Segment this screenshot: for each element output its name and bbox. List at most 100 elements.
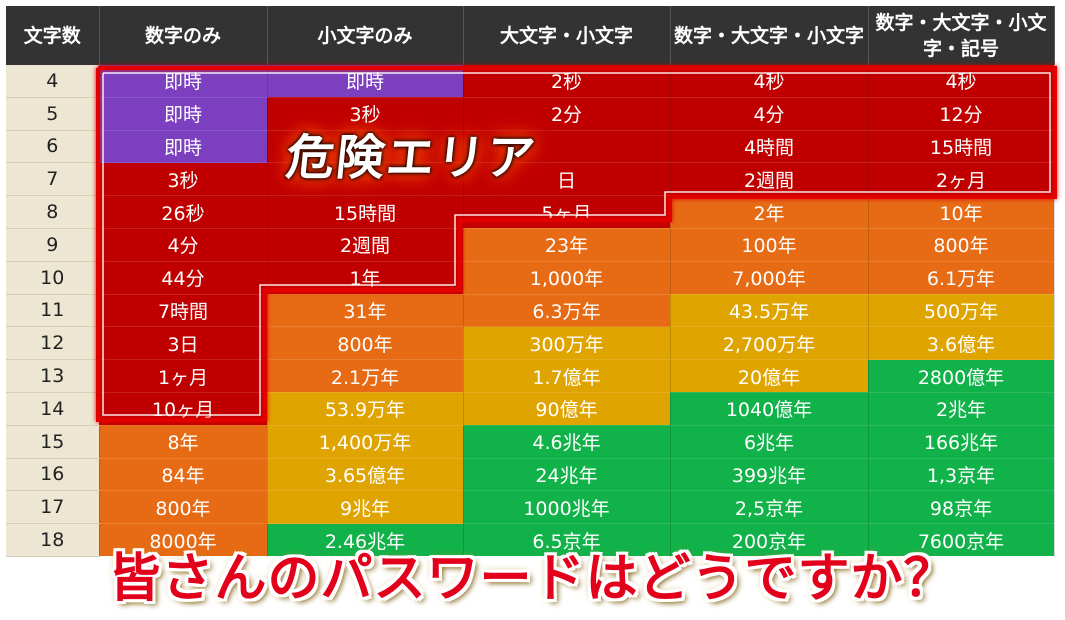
crack-time-cell: 100年 [670, 228, 869, 262]
crack-time-cell: 3秒 [99, 162, 268, 197]
crack-time-cell: 2,5京年 [670, 490, 869, 525]
header-digits-only: 数字のみ [99, 6, 268, 65]
crack-time-cell: 4分 [99, 228, 268, 262]
crack-time-cell: 4秒 [670, 65, 869, 98]
row-length-cell: 15 [6, 425, 100, 459]
crack-time-cell: 2.46兆年 [267, 523, 464, 557]
crack-time-cell: 1.7億年 [463, 359, 671, 393]
password-crack-time-table: 文字数 数字のみ 小文字のみ 大文字・小文字 数字・大文字・小文字 数字・大文字… [6, 6, 1055, 557]
crack-time-cell: 4分 [670, 97, 869, 131]
header-row: 文字数 数字のみ 小文字のみ 大文字・小文字 数字・大文字・小文字 数字・大文字… [6, 6, 1055, 65]
row-length-cell: 18 [6, 523, 100, 557]
crack-time-cell: 4秒 [868, 65, 1055, 98]
row-length-cell: 13 [6, 359, 100, 393]
crack-time-cell: 1000兆年 [463, 490, 671, 525]
table-row: 4 即時 即時 2秒 4秒 4秒 [6, 65, 1055, 98]
row-length-cell: 9 [6, 228, 100, 262]
crack-time-cell: 23年 [463, 228, 671, 262]
crack-time-cell: 2800億年 [868, 359, 1055, 393]
crack-time-cell: 1ヶ月 [99, 359, 268, 393]
row-length-cell: 17 [6, 490, 100, 525]
crack-time-cell: 2ヶ月 [868, 162, 1055, 197]
crack-time-cell: 31年 [267, 294, 464, 328]
header-digits-upper-lower: 数字・大文字・小文字 [670, 6, 869, 65]
crack-time-cell: 8000年 [99, 523, 268, 557]
crack-time-cell: 2,700万年 [670, 326, 869, 361]
crack-time-cell: 即時 [267, 65, 464, 98]
crack-time-cell: 6.3万年 [463, 294, 671, 328]
crack-time-cell: 2.1万年 [267, 359, 464, 393]
crack-time-cell: 300万年 [463, 326, 671, 361]
crack-time-cell: 6.5京年 [463, 523, 671, 557]
crack-time-cell: 2週間 [670, 162, 869, 197]
crack-time-cell: 2兆年 [868, 392, 1055, 426]
table-row: 8 26秒 15時間 5ヶ月 2年 10年 [6, 195, 1055, 229]
crack-time-cell: 2週間 [267, 228, 464, 262]
crack-time-cell: 12分 [868, 97, 1055, 131]
crack-time-cell: 8年 [99, 425, 268, 459]
crack-time-cell: 9兆年 [267, 490, 464, 525]
crack-time-cell: 3.6億年 [868, 326, 1055, 361]
crack-time-cell: 24兆年 [463, 458, 671, 492]
table-row: 13 1ヶ月 2.1万年 1.7億年 20億年 2800億年 [6, 359, 1055, 393]
row-length-cell: 12 [6, 326, 100, 361]
crack-time-cell: 即時 [99, 65, 268, 98]
row-length-cell: 14 [6, 392, 100, 426]
crack-time-cell: 800年 [267, 326, 464, 361]
row-length-cell: 7 [6, 162, 100, 197]
row-length-cell: 8 [6, 195, 100, 229]
crack-time-cell: 5ヶ月 [463, 195, 671, 229]
crack-time-cell: 即時 [99, 97, 268, 131]
crack-time-cell: 1,400万年 [267, 425, 464, 459]
crack-time-cell: 3.65億年 [267, 458, 464, 492]
crack-time-cell: 10年 [868, 195, 1055, 229]
crack-time-cell: 500万年 [868, 294, 1055, 328]
table-row: 16 84年 3.65億年 24兆年 399兆年 1,3京年 [6, 458, 1055, 492]
header-lowercase-only: 小文字のみ [267, 6, 464, 65]
bottom-caption: 皆さんのパスワードはどうですか？ [108, 549, 957, 609]
danger-zone-label: 危険エリア [283, 130, 540, 186]
header-digits-upper-lower-symbols: 数字・大文字・小文字・記号 [868, 6, 1055, 65]
table-row: 10 44分 1年 1,000年 7,000年 6.1万年 [6, 261, 1055, 295]
crack-time-cell: 6.1万年 [868, 261, 1055, 295]
crack-time-cell: 44分 [99, 261, 268, 295]
row-length-cell: 4 [6, 65, 100, 98]
crack-time-cell: 90億年 [463, 392, 671, 426]
crack-time-cell: 10ヶ月 [99, 392, 268, 426]
crack-time-cell: 399兆年 [670, 458, 869, 492]
crack-time-cell: 800年 [99, 490, 268, 525]
crack-time-cell: 166兆年 [868, 425, 1055, 459]
crack-time-cell: 15時間 [267, 195, 464, 229]
table-row: 17 800年 9兆年 1000兆年 2,5京年 98京年 [6, 490, 1055, 525]
row-length-cell: 5 [6, 97, 100, 131]
crack-time-cell: 4.6兆年 [463, 425, 671, 459]
crack-time-cell: 即時 [99, 130, 268, 164]
crack-time-cell: 53.9万年 [267, 392, 464, 426]
table-row: 9 4分 2週間 23年 100年 800年 [6, 228, 1055, 262]
row-length-cell: 10 [6, 261, 100, 295]
row-length-cell: 16 [6, 458, 100, 492]
table-row: 18 8000年 2.46兆年 6.5京年 200京年 7600京年 [6, 523, 1055, 557]
crack-time-cell: 7,000年 [670, 261, 869, 295]
crack-time-cell: 1,000年 [463, 261, 671, 295]
crack-time-cell: 200京年 [670, 523, 869, 557]
crack-time-cell: 7600京年 [868, 523, 1055, 557]
table-row: 15 8年 1,400万年 4.6兆年 6兆年 166兆年 [6, 425, 1055, 459]
crack-time-cell: 3日 [99, 326, 268, 361]
row-length-cell: 6 [6, 130, 100, 164]
crack-time-cell: 20億年 [670, 359, 869, 393]
crack-time-cell: 15時間 [868, 130, 1055, 164]
crack-time-cell: 84年 [99, 458, 268, 492]
crack-time-cell: 98京年 [868, 490, 1055, 525]
table-row: 12 3日 800年 300万年 2,700万年 3.6億年 [6, 326, 1055, 361]
crack-time-cell: 4時間 [670, 130, 869, 164]
crack-time-cell: 1年 [267, 261, 464, 295]
header-upper-lower: 大文字・小文字 [463, 6, 671, 65]
crack-time-cell: 2秒 [463, 65, 671, 98]
crack-time-cell: 800年 [868, 228, 1055, 262]
header-length: 文字数 [6, 6, 100, 65]
crack-time-cell: 7時間 [99, 294, 268, 328]
crack-time-cell: 2年 [670, 195, 869, 229]
table-row: 11 7時間 31年 6.3万年 43.5万年 500万年 [6, 294, 1055, 328]
